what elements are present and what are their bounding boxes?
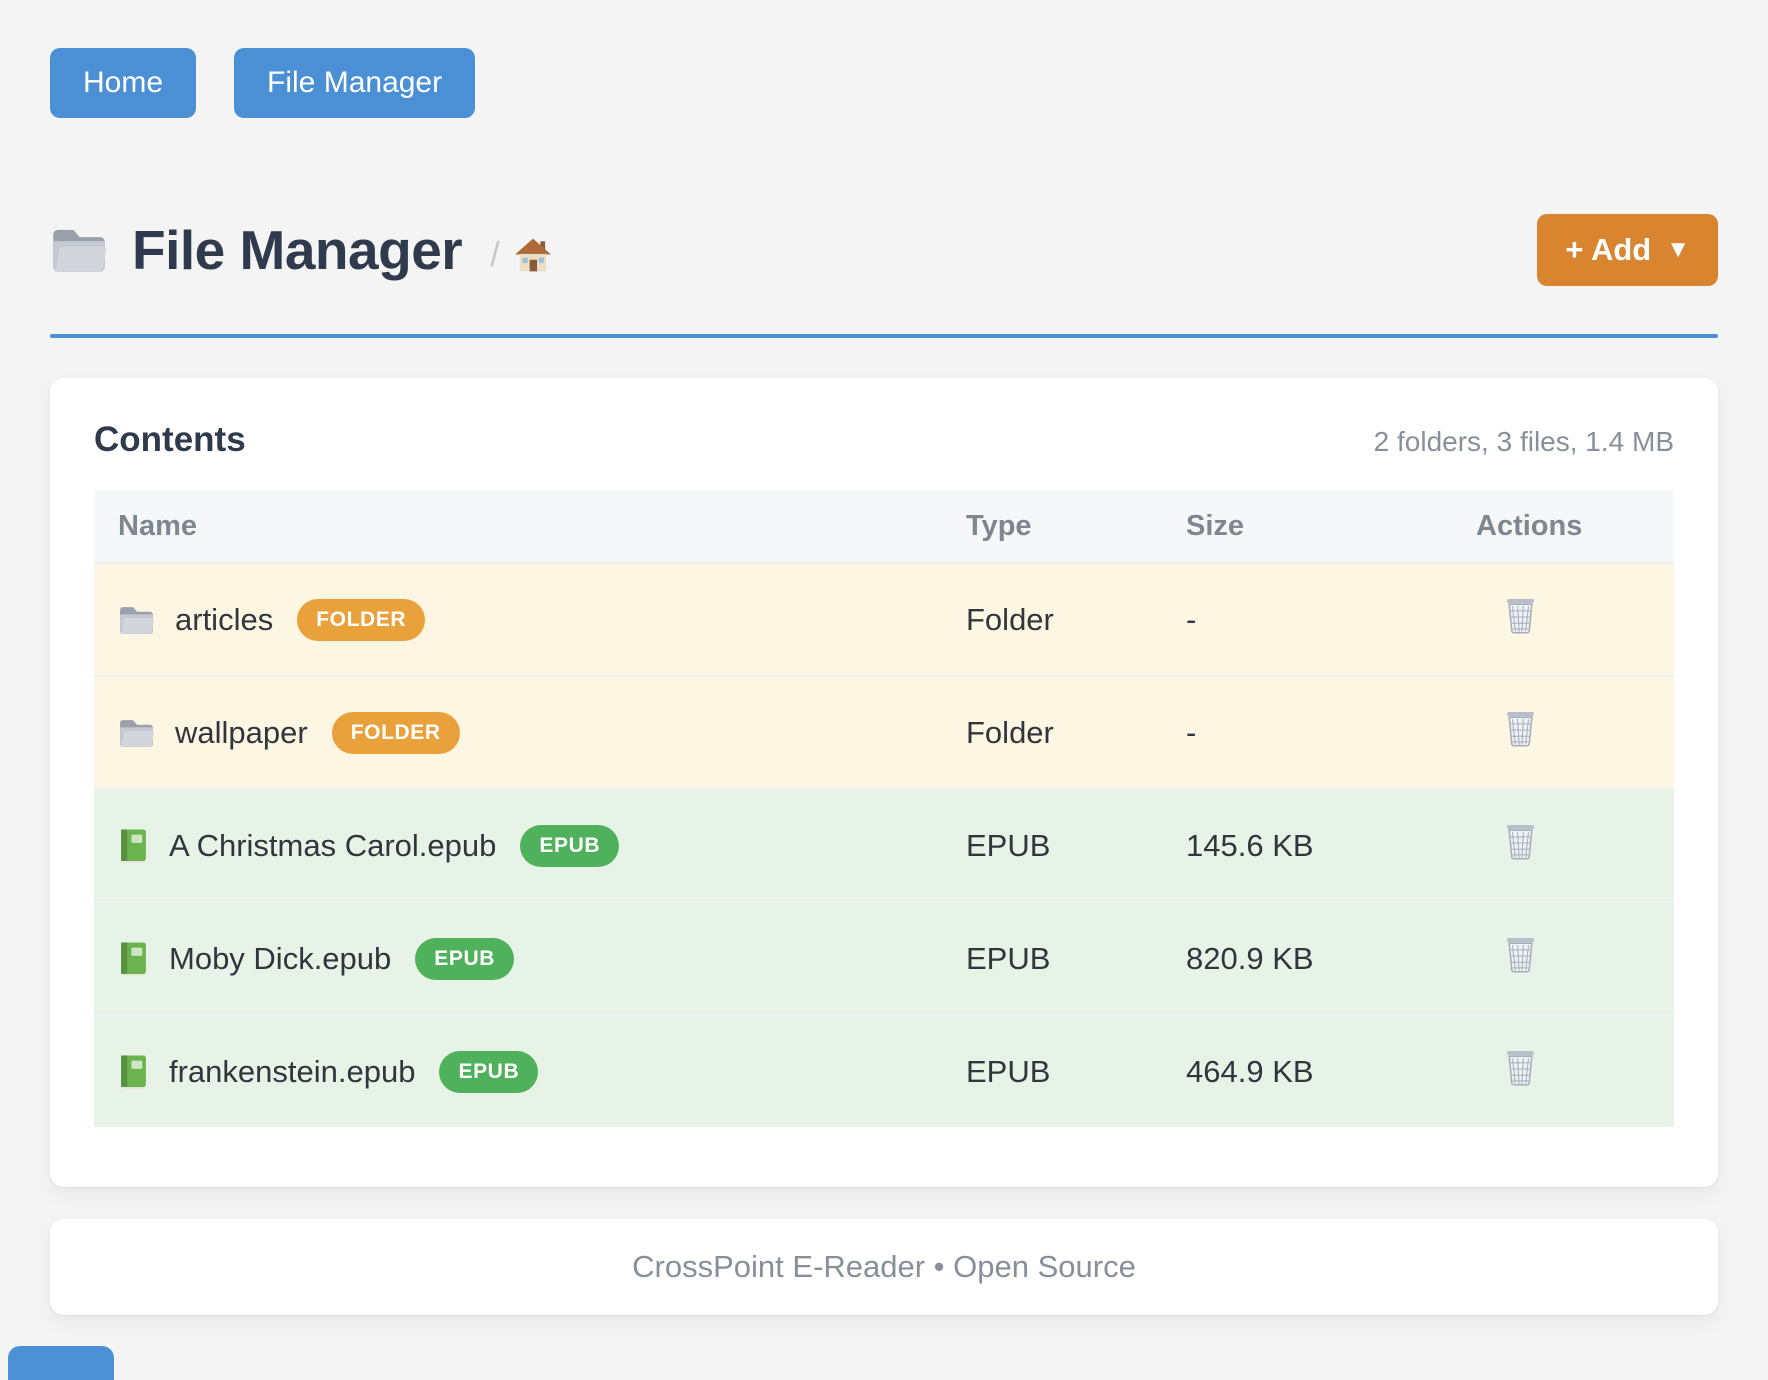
table-row[interactable]: articles FOLDER Folder - xyxy=(94,562,1674,675)
contents-card: Contents 2 folders, 3 files, 1.4 MB Name… xyxy=(50,378,1718,1187)
file-name: wallpaper xyxy=(175,714,308,750)
delete-button[interactable] xyxy=(1504,1049,1537,1086)
delete-button[interactable] xyxy=(1504,710,1537,747)
folder-icon xyxy=(50,225,108,275)
delete-button[interactable] xyxy=(1504,936,1537,973)
actions-cell xyxy=(1476,823,1626,868)
house-icon[interactable] xyxy=(514,237,552,273)
footer-text: CrossPoint E-Reader • Open Source xyxy=(632,1249,1136,1284)
home-button[interactable]: Home xyxy=(50,48,197,118)
column-header-type: Type xyxy=(966,509,1032,542)
contents-summary: 2 folders, 3 files, 1.4 MB xyxy=(1373,426,1674,457)
name-cell: frankenstein.epub EPUB xyxy=(94,1050,966,1093)
title-underline xyxy=(50,334,1718,338)
actions-cell xyxy=(1476,597,1626,642)
type-badge: EPUB xyxy=(520,824,620,867)
size-cell: - xyxy=(1186,601,1197,637)
table-body: articles FOLDER Folder - xyxy=(94,562,1674,1127)
add-button-label: + Add xyxy=(1565,232,1652,267)
type-badge: EPUB xyxy=(415,937,515,980)
caret-down-icon: ▼ xyxy=(1666,236,1690,263)
trash-icon xyxy=(1504,710,1537,747)
type-cell: Folder xyxy=(966,714,1054,750)
type-cell: Folder xyxy=(966,601,1054,637)
name-cell: wallpaper FOLDER xyxy=(94,711,966,754)
type-badge: EPUB xyxy=(439,1050,539,1093)
breadcrumb-separator: / xyxy=(490,235,500,274)
trash-icon xyxy=(1504,936,1537,973)
type-cell: EPUB xyxy=(966,1053,1051,1089)
delete-button[interactable] xyxy=(1504,597,1537,634)
file-name: Moby Dick.epub xyxy=(169,940,392,976)
add-button[interactable]: + Add ▼ xyxy=(1537,214,1718,286)
name-cell: articles FOLDER xyxy=(94,598,966,641)
type-cell: EPUB xyxy=(966,940,1051,976)
column-header-actions: Actions xyxy=(1476,509,1583,542)
name-cell: A Christmas Carol.epub EPUB xyxy=(94,824,966,867)
column-header-size: Size xyxy=(1186,509,1245,542)
file-name: A Christmas Carol.epub xyxy=(169,827,497,863)
table-row[interactable]: Moby Dick.epub EPUB EPUB 820.9 KB xyxy=(94,901,1674,1014)
file-table: Name Type Size Actions xyxy=(94,490,1674,1127)
actions-cell xyxy=(1476,710,1626,755)
type-badge: FOLDER xyxy=(331,711,460,754)
contents-title: Contents xyxy=(94,420,246,459)
table-row[interactable]: A Christmas Carol.epub EPUB EPUB 145.6 K… xyxy=(94,788,1674,901)
delete-button[interactable] xyxy=(1504,823,1537,860)
size-cell: 820.9 KB xyxy=(1186,940,1314,976)
file-name: articles xyxy=(175,601,274,637)
name-cell: Moby Dick.epub EPUB xyxy=(94,937,966,980)
size-cell: 464.9 KB xyxy=(1186,1053,1314,1089)
breadcrumb: / xyxy=(490,236,551,275)
green-book-icon xyxy=(118,828,149,864)
table-row[interactable]: frankenstein.epub EPUB EPUB 464.9 KB xyxy=(94,1014,1674,1127)
type-badge: FOLDER xyxy=(297,598,426,641)
page: Home File Manager File Manager / xyxy=(50,48,1718,1315)
top-nav: Home File Manager xyxy=(50,48,1718,118)
table-row[interactable]: wallpaper FOLDER Folder - xyxy=(94,675,1674,788)
page-header: File Manager / + Add ▼ xyxy=(50,214,1718,286)
green-book-icon xyxy=(118,941,149,977)
folder-icon xyxy=(118,604,155,636)
trash-icon xyxy=(1504,1049,1537,1086)
file-name: frankenstein.epub xyxy=(169,1053,416,1089)
footer: CrossPoint E-Reader • Open Source xyxy=(50,1219,1718,1315)
page-title: File Manager xyxy=(132,219,463,281)
trash-icon xyxy=(1504,597,1537,634)
type-cell: EPUB xyxy=(966,827,1051,863)
table-header-row: Name Type Size Actions xyxy=(94,490,1674,562)
contents-card-header: Contents 2 folders, 3 files, 1.4 MB xyxy=(94,420,1674,460)
actions-cell xyxy=(1476,1049,1626,1094)
folder-icon xyxy=(118,717,155,749)
file-manager-button[interactable]: File Manager xyxy=(234,48,476,118)
actions-cell xyxy=(1476,936,1626,981)
title-group: File Manager / xyxy=(50,218,1537,282)
partial-button-bottom-left[interactable] xyxy=(8,1346,114,1380)
trash-icon xyxy=(1504,823,1537,860)
column-header-name: Name xyxy=(118,509,197,542)
size-cell: - xyxy=(1186,714,1197,750)
size-cell: 145.6 KB xyxy=(1186,827,1314,863)
green-book-icon xyxy=(118,1054,149,1090)
